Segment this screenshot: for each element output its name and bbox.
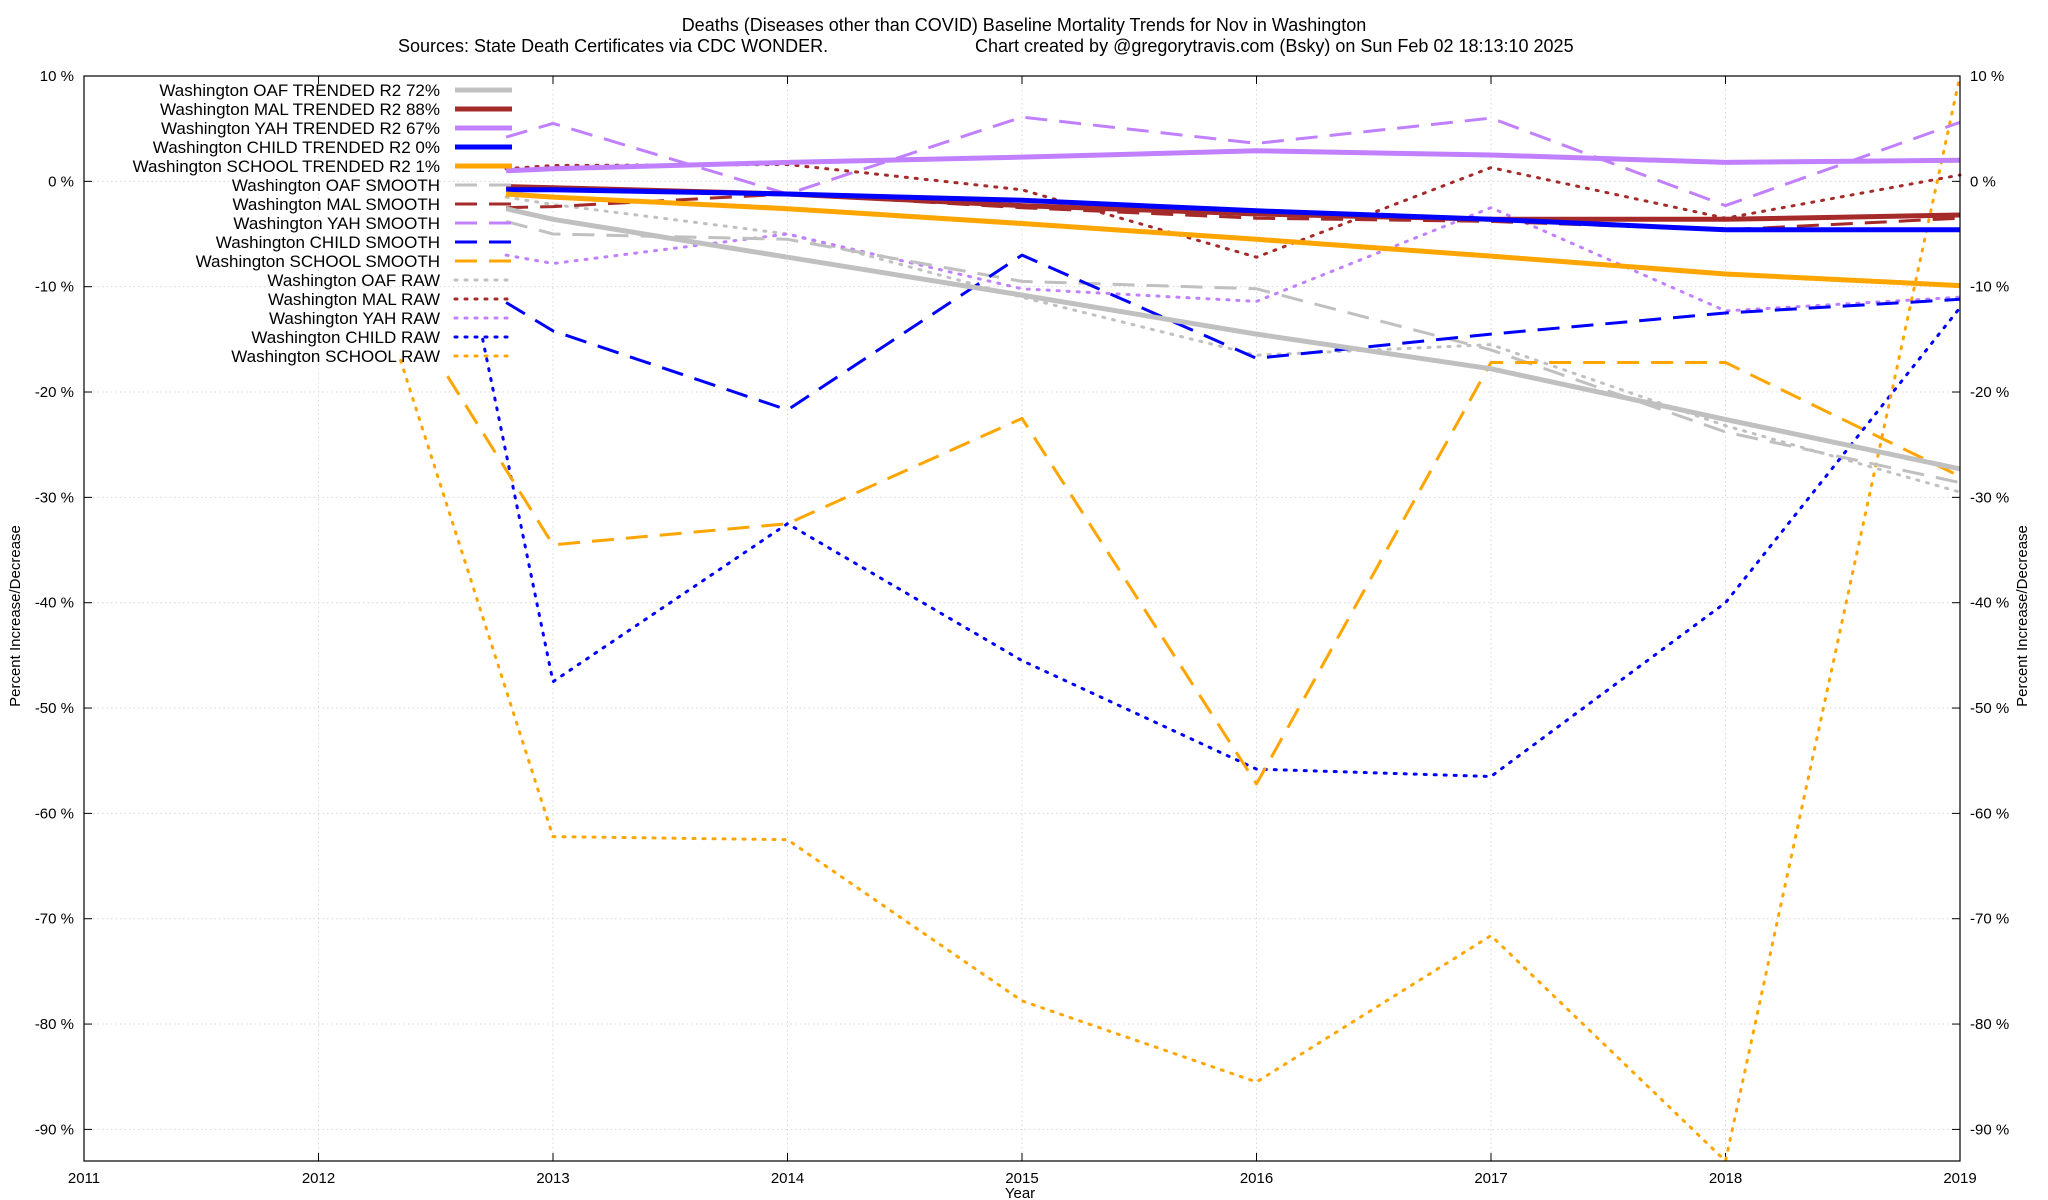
legend-entry-label: Washington OAF SMOOTH: [232, 176, 440, 195]
y-tick-label-left: -50 %: [35, 700, 74, 717]
y-tick-label-right: 0 %: [1970, 173, 1996, 190]
y-tick-label-right: -60 %: [1970, 805, 2009, 822]
x-tick-label: 2013: [536, 1170, 569, 1187]
x-tick-label: 2017: [1474, 1170, 1507, 1187]
x-tick-label: 2016: [1240, 1170, 1273, 1187]
y-tick-label-right: -70 %: [1970, 911, 2009, 928]
series-line-8: [505, 253, 1961, 412]
x-tick-label: 2015: [1005, 1170, 1038, 1187]
chart-title: Deaths (Diseases other than COVID) Basel…: [682, 15, 1367, 35]
x-tick-label: 2011: [68, 1170, 100, 1187]
legend-entry-label: Washington MAL TRENDED R2 88%: [160, 100, 440, 119]
y-tick-label-right: 10 %: [1970, 68, 2004, 85]
legend-entry-label: Washington YAH TRENDED R2 67%: [161, 119, 440, 138]
series-line-13: [481, 306, 1962, 778]
y-tick-label-left: -40 %: [35, 595, 74, 612]
series-line-11: [504, 163, 1962, 259]
y-tick-label-right: -90 %: [1970, 1121, 2009, 1138]
series-line-6: [506, 192, 1961, 232]
y-tick-label-left: 0 %: [48, 173, 74, 190]
series-line-14: [399, 74, 1962, 1163]
series-line-2: [505, 148, 1961, 174]
tick-layer: 10 % 10 % 0 % 0 % -10 % -10 % -20 % -20 % -30 % -…: [35, 68, 2009, 1187]
y-tick-label-right: -10 %: [1970, 279, 2009, 296]
legend-entry-label: Washington YAH SMOOTH: [233, 214, 440, 233]
plot-border: [83, 75, 1961, 1162]
series-line-5: [505, 219, 1961, 485]
y-tick-label-right: -30 %: [1970, 489, 2009, 506]
series-line-12: [504, 206, 1962, 313]
legend-entry-label: Washington MAL RAW: [268, 290, 440, 309]
series-line-9: [446, 361, 1961, 786]
legend-entry-label: Washington SCHOOL RAW: [231, 347, 440, 366]
y-tick-label-left: -80 %: [35, 1016, 74, 1033]
series-line-7: [505, 115, 1961, 208]
legend-entry-label: Washington CHILD TRENDED R2 0%: [153, 138, 440, 157]
legend-entry-label: Washington CHILD RAW: [251, 328, 440, 347]
series-line-4: [505, 191, 1961, 289]
legend-entry-label: Washington OAF TRENDED R2 72%: [159, 81, 440, 100]
y-tick-label-left: -60 %: [35, 805, 74, 822]
y-tick-label-right: -20 %: [1970, 384, 2009, 401]
x-axis-label: Year: [1005, 1185, 1035, 1200]
y-axis-label-left: Percent Increase/Decrease: [7, 525, 24, 707]
y-tick-label-left: -10 %: [35, 279, 74, 296]
legend: Washington OAF TRENDED R2 72%Washington …: [133, 81, 514, 366]
series-layer: [399, 74, 1962, 1163]
series-line-3: [506, 187, 1960, 233]
chart-subtitle-sources: Sources: State Death Certificates via CD…: [398, 36, 828, 56]
y-tick-label-left: 10 %: [40, 68, 74, 85]
x-tick-label: 2014: [771, 1170, 804, 1187]
legend-entry-label: Washington SCHOOL SMOOTH: [196, 252, 440, 271]
legend-entry-label: Washington OAF RAW: [267, 271, 440, 290]
y-tick-label-left: -70 %: [35, 911, 74, 928]
x-tick-label: 2019: [1943, 1170, 1976, 1187]
series-line-0: [505, 206, 1961, 472]
chart-subtitle-credit: Chart created by @gregorytravis.com (Bsk…: [975, 36, 1574, 56]
y-tick-label-left: -30 %: [35, 489, 74, 506]
legend-entry-label: Washington SCHOOL TRENDED R2 1%: [133, 157, 440, 176]
y-tick-label-right: -40 %: [1970, 595, 2009, 612]
legend-entry-label: Washington YAH RAW: [269, 309, 440, 328]
y-tick-label-right: -50 %: [1970, 700, 2009, 717]
y-tick-label-right: -80 %: [1970, 1016, 2009, 1033]
legend-entry-label: Washington MAL SMOOTH: [232, 195, 440, 214]
y-axis-label-right: Percent Increase/Decrease: [2014, 525, 2031, 707]
x-tick-label: 2018: [1709, 1170, 1742, 1187]
y-tick-label-left: -20 %: [35, 384, 74, 401]
y-tick-label-left: -90 %: [35, 1121, 74, 1138]
x-tick-label: 2012: [302, 1170, 335, 1187]
legend-entry-label: Washington CHILD SMOOTH: [216, 233, 440, 252]
